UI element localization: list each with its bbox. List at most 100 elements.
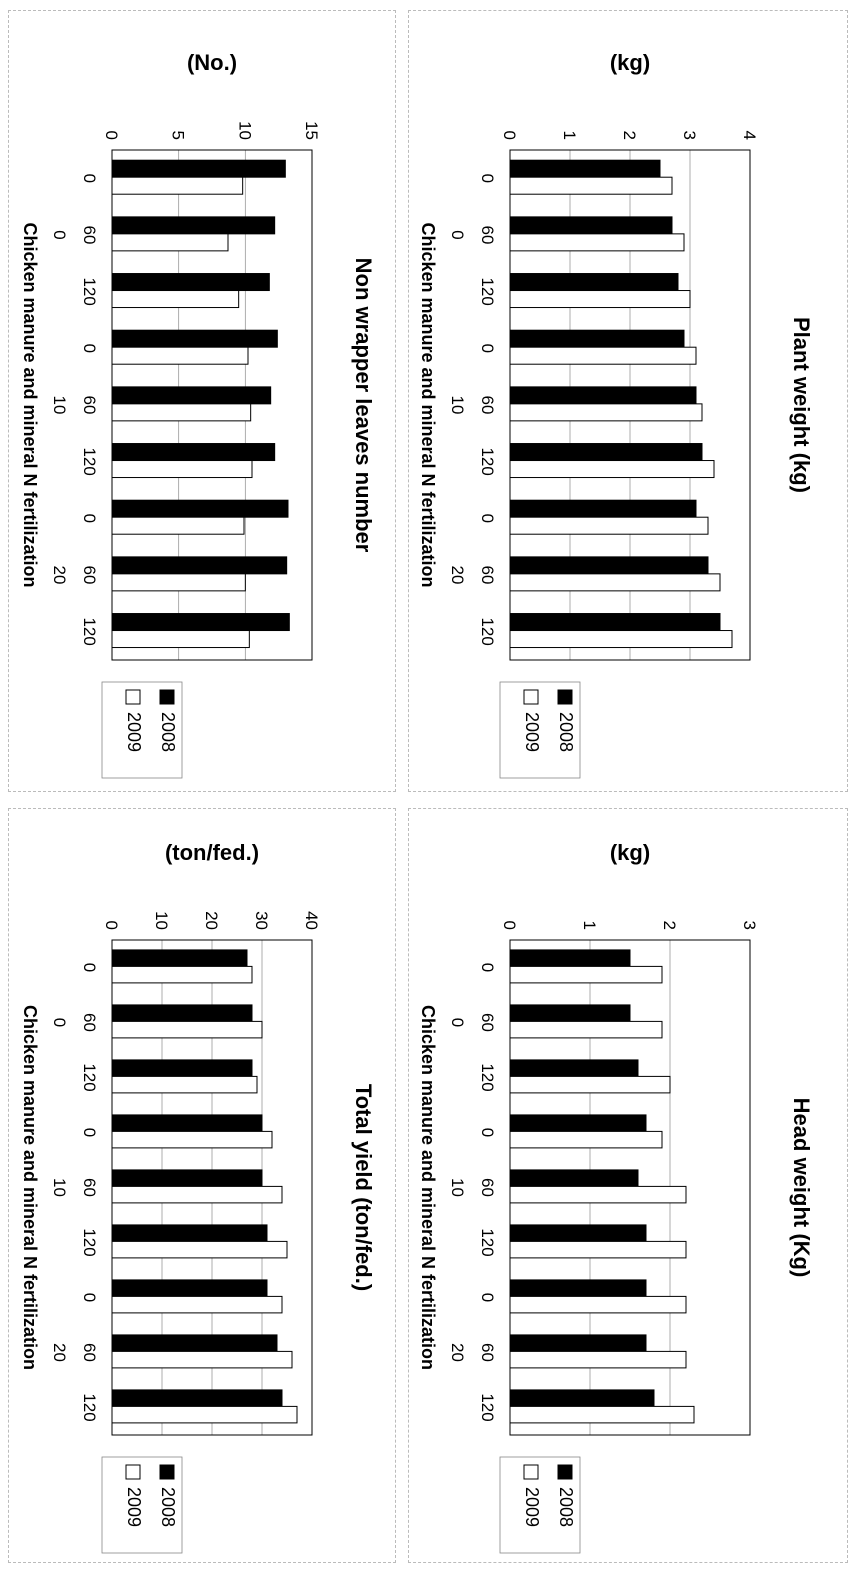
- x-group-label: 10: [50, 396, 69, 415]
- head-weight-chart: Head weight (Kg) (kg) 0 1 2 3 0 60 120 0 60 120 0 60 1…: [418, 840, 814, 1554]
- chart-panel-total-yield: Total yield (ton/fed.) (ton/fed.) 0 10 20 30 4…: [12, 820, 392, 1565]
- y-tick-label: 10: [235, 121, 254, 140]
- bar-2008-8: [509, 1389, 655, 1407]
- bar-2008-7: [509, 1334, 647, 1352]
- y-tick-label: 3: [680, 131, 699, 140]
- bar-2008-6: [111, 499, 289, 518]
- bar-2009-0: [509, 176, 673, 195]
- bar-2009-5: [111, 1240, 288, 1259]
- x-tick-label: 0: [80, 1293, 99, 1302]
- bar-2009-4: [111, 1185, 283, 1204]
- bar-2008-6: [111, 1279, 268, 1297]
- legend-box: [101, 681, 183, 779]
- y-tick-label: 0: [102, 131, 121, 140]
- total-yield-chart: Total yield (ton/fed.) (ton/fed.) 0 10 20 30 4…: [20, 840, 376, 1554]
- bar-2009-2: [509, 1075, 671, 1094]
- x-group-label: 20: [50, 1343, 69, 1362]
- y-tick-label: 30: [252, 911, 271, 930]
- x-group-label: 10: [50, 1178, 69, 1197]
- bar-2009-2: [111, 1075, 258, 1094]
- y-tick-label: 20: [202, 911, 221, 930]
- plant-weight-chart: Plant weight (kg) (kg) 0 1 2 3 4 0 60 120 0 60 120 0 6…: [418, 50, 814, 779]
- x-tick-label: 0: [478, 1128, 497, 1137]
- x-tick-label: 0: [80, 174, 99, 183]
- bar-2009-7: [111, 573, 246, 592]
- x-axis-label: Chicken manure and mineral N fertilizati…: [418, 1005, 438, 1370]
- legend-label-2008: 2008: [158, 1487, 178, 1527]
- x-tick-label: 60: [80, 226, 99, 245]
- x-tick-label: 60: [80, 1013, 99, 1032]
- bar-2008-4: [111, 386, 272, 405]
- bar-2009-0: [111, 965, 253, 984]
- bar-2009-7: [111, 1350, 293, 1369]
- bar-2008-8: [111, 613, 290, 632]
- x-axis-label: Chicken manure and mineral N fertilizati…: [20, 222, 40, 587]
- bar-2009-2: [111, 290, 240, 309]
- x-tick-label: 60: [478, 1013, 497, 1032]
- bar-2009-5: [509, 460, 715, 479]
- y-tick-label: 2: [620, 131, 639, 140]
- bar-2009-1: [509, 1020, 663, 1039]
- bottom-right-panel-frame: [408, 808, 848, 1563]
- bar-2009-0: [111, 176, 244, 195]
- chart-title: Plant weight (kg): [789, 317, 814, 493]
- bottom-left-panel-frame: [8, 808, 396, 1563]
- x-tick-label: 120: [80, 447, 99, 475]
- bar-2008-2: [111, 273, 270, 292]
- bar-2008-7: [111, 1334, 278, 1352]
- x-tick-label: 120: [80, 617, 99, 645]
- legend-label-2009: 2009: [522, 712, 542, 752]
- x-group-label: 10: [448, 396, 467, 415]
- legend-swatch-2008: [557, 689, 573, 705]
- x-tick-label: 120: [80, 277, 99, 305]
- x-group-label: 0: [50, 1018, 69, 1027]
- bar-2008-1: [509, 216, 673, 235]
- chart-panel-plant-weight: Plant weight (kg) (kg) 0 1 2 3 4 0 60 120 0 60 120 0 6…: [410, 30, 830, 790]
- bar-2009-5: [509, 1240, 687, 1259]
- y-axis-unit-label: (No.): [187, 50, 237, 75]
- bar-2008-4: [509, 386, 697, 405]
- x-group-label: 20: [50, 566, 69, 585]
- x-tick-label: 60: [478, 1178, 497, 1197]
- bar-2009-5: [111, 460, 253, 479]
- top-left-panel-frame: [8, 10, 396, 792]
- legend-box: [499, 681, 581, 779]
- bar-2008-4: [111, 1169, 263, 1187]
- bar-2009-6: [509, 1295, 687, 1314]
- legend-label-2008: 2008: [158, 712, 178, 752]
- y-axis-unit-label: (kg): [610, 50, 650, 75]
- y-tick-label: 15: [302, 121, 321, 140]
- y-axis-unit-label: (ton/fed.): [165, 840, 259, 865]
- x-tick-label: 0: [478, 174, 497, 183]
- bar-2009-4: [509, 1185, 687, 1204]
- bar-2008-5: [111, 443, 276, 462]
- x-group-label: 20: [448, 566, 467, 585]
- x-tick-label: 120: [478, 277, 497, 305]
- bar-2008-7: [509, 556, 709, 575]
- x-axis-label: Chicken manure and mineral N fertilizati…: [20, 1005, 40, 1370]
- top-right-panel-frame: [408, 10, 848, 792]
- x-tick-label: 120: [80, 1063, 99, 1091]
- y-axis-unit-label: (kg): [610, 840, 650, 865]
- y-tick-label: 5: [169, 131, 188, 140]
- bar-2009-4: [509, 403, 703, 422]
- bar-2009-3: [111, 1130, 273, 1149]
- bar-2008-8: [509, 613, 721, 632]
- bar-2009-1: [111, 233, 229, 252]
- legend-label-2009: 2009: [124, 712, 144, 752]
- bar-2009-4: [111, 403, 252, 422]
- bar-2008-0: [509, 159, 661, 178]
- x-tick-label: 0: [478, 1293, 497, 1302]
- x-group-label: 10: [448, 1178, 467, 1197]
- chart-panel-head-weight: Head weight (Kg) (kg) 0 1 2 3 0 60 120 0 60 120 0 60 1…: [410, 820, 830, 1565]
- legend-label-2008: 2008: [556, 1487, 576, 1527]
- y-tick-label: 1: [560, 131, 579, 140]
- bar-2008-2: [509, 273, 679, 292]
- x-tick-label: 60: [80, 1178, 99, 1197]
- bar-2008-3: [509, 1114, 647, 1132]
- bar-2009-8: [509, 630, 733, 649]
- bar-2009-7: [509, 1350, 687, 1369]
- bar-2008-6: [509, 1279, 647, 1297]
- bar-2009-1: [111, 1020, 263, 1039]
- bar-2009-1: [509, 233, 685, 252]
